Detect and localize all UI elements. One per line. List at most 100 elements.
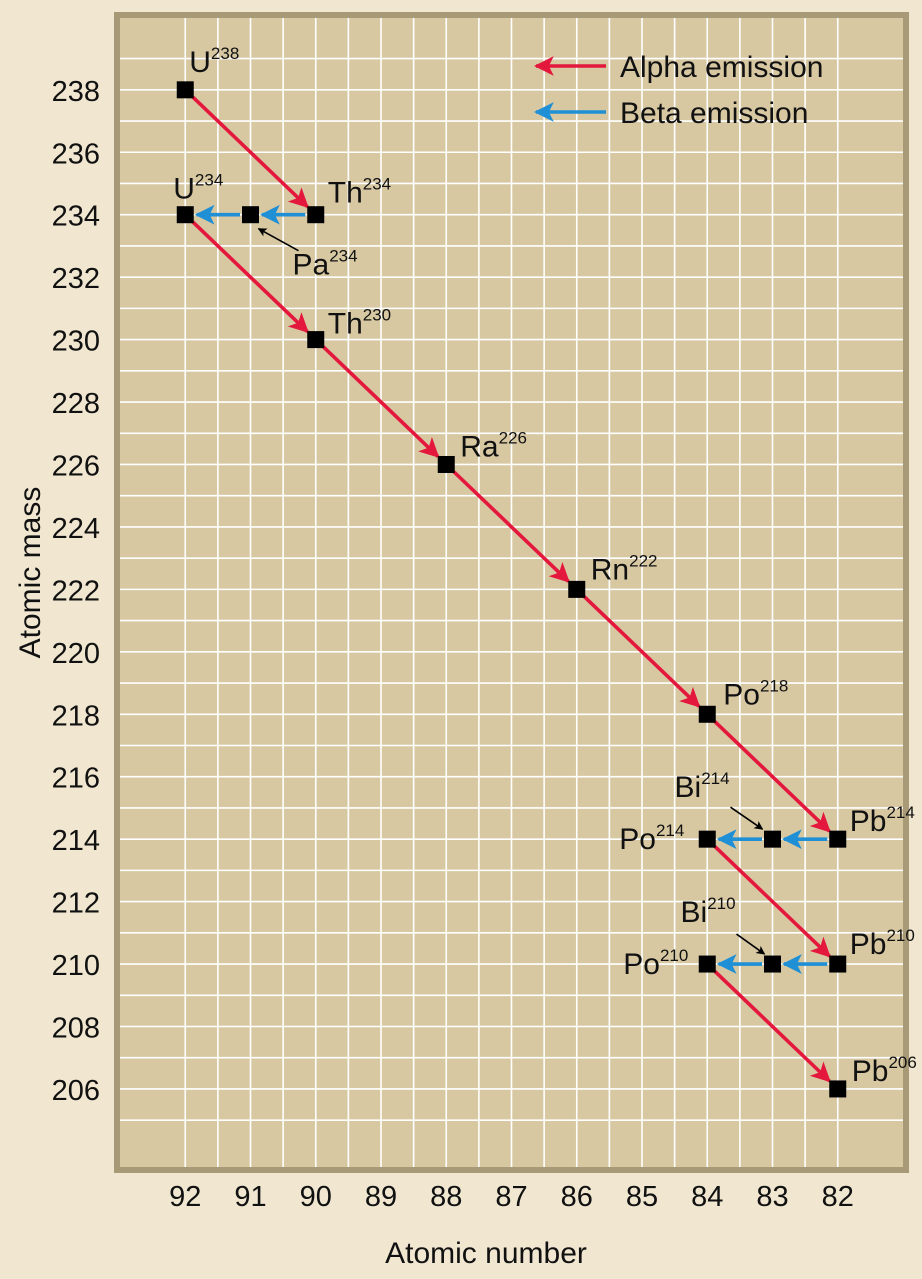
nuclide-symbol: Pa — [293, 249, 330, 282]
nuclide-label: Pb214 — [850, 803, 915, 838]
nuclide-point — [176, 81, 194, 99]
nuclide-point — [307, 331, 325, 349]
nuclide-mass-superscript: 234 — [329, 247, 357, 266]
nuclide-mass-superscript: 234 — [195, 171, 223, 190]
nuclide-mass-superscript: 230 — [363, 306, 391, 325]
nuclide-symbol: Bi — [675, 771, 702, 804]
label-pointer-arrow — [736, 933, 766, 955]
legend-alpha-label: Alpha emission — [620, 51, 823, 84]
x-tick-label: 85 — [626, 1181, 658, 1213]
nuclide-symbol: Po — [619, 823, 656, 856]
nuclide-label: Ra226 — [460, 428, 527, 463]
nuclide-point — [829, 830, 847, 848]
x-tick-label: 82 — [822, 1181, 854, 1213]
y-tick-label: 228 — [52, 388, 100, 420]
nuclide-mass-superscript: 210 — [707, 894, 735, 913]
nuclide-label: Th230 — [328, 306, 391, 341]
nuclide-point — [242, 206, 259, 224]
alpha-emission-arrow — [713, 845, 831, 958]
nuclide-label: Po214 — [619, 821, 684, 856]
nuclide-mass-superscript: 214 — [886, 803, 914, 822]
nuclide-symbol: U — [173, 173, 195, 206]
alpha-emission-arrow — [322, 345, 440, 458]
nuclide-symbol: Ra — [460, 430, 499, 463]
y-tick-label: 220 — [52, 638, 100, 670]
nuclide-label: Po210 — [623, 946, 688, 981]
nuclide-symbol: Bi — [681, 896, 708, 929]
nuclide-point — [437, 455, 455, 473]
alpha-emission-arrow — [452, 470, 570, 583]
alpha-emission-arrow — [583, 595, 701, 708]
alpha-emission-arrow — [191, 95, 309, 209]
nuclide-symbol: Th — [328, 308, 363, 341]
y-tick-label: 232 — [52, 263, 100, 295]
legend-beta-label: Beta emission — [620, 97, 808, 130]
nuclide-mass-superscript: 210 — [660, 946, 688, 965]
nuclide-symbol: U — [189, 46, 211, 79]
nuclide-label: Bi214 — [675, 769, 730, 804]
nuclide-mass-superscript: 234 — [363, 175, 391, 194]
nuclide-symbol: Th — [328, 177, 363, 210]
y-tick-label: 206 — [52, 1075, 100, 1107]
nuclide-label: Rn222 — [591, 551, 658, 586]
x-tick-label: 86 — [561, 1181, 593, 1213]
nuclide-point — [829, 955, 847, 973]
nuclide-mass-superscript: 206 — [888, 1053, 916, 1072]
y-tick-label: 222 — [52, 575, 100, 607]
nuclide-label: Bi210 — [681, 894, 736, 929]
nuclide-mass-superscript: 210 — [886, 926, 914, 945]
y-tick-label: 212 — [52, 888, 100, 920]
nuclide-symbol: Pb — [850, 805, 887, 838]
label-pointer-arrow — [257, 228, 299, 252]
nuclide-label: U238 — [189, 44, 239, 79]
y-tick-label: 238 — [52, 76, 100, 108]
x-tick-label: 87 — [495, 1181, 527, 1213]
nuclide-mass-superscript: 226 — [499, 428, 527, 447]
nuclide-symbol: Po — [723, 678, 760, 711]
nuclide-symbol: Rn — [591, 553, 629, 586]
alpha-emission-arrow — [191, 220, 309, 334]
y-tick-label: 224 — [52, 513, 100, 545]
x-tick-label: 83 — [756, 1181, 788, 1213]
x-tick-label: 92 — [169, 1181, 201, 1213]
y-tick-label: 208 — [52, 1012, 100, 1044]
x-tick-label: 91 — [234, 1181, 266, 1213]
y-tick-label: 236 — [52, 138, 100, 170]
nuclide-label: Pb206 — [852, 1053, 917, 1088]
x-tick-label: 84 — [691, 1181, 723, 1213]
y-tick-label: 230 — [52, 326, 100, 358]
nuclide-label: U234 — [173, 171, 223, 206]
nuclide-mass-superscript: 218 — [760, 676, 788, 695]
x-tick-label: 89 — [365, 1181, 397, 1213]
y-tick-label: 226 — [52, 450, 100, 482]
y-tick-label: 234 — [52, 201, 100, 233]
nuclide-label: Po218 — [723, 676, 788, 711]
grid — [120, 18, 903, 1167]
nuclide-point — [698, 705, 716, 723]
nuclide-point — [307, 206, 325, 224]
y-tick-label: 218 — [52, 700, 100, 732]
nuclide-symbol: Pb — [850, 928, 887, 961]
nuclide-point — [829, 1080, 847, 1098]
alpha-emission-arrow — [713, 970, 831, 1083]
nuclide-symbol: Pb — [852, 1055, 889, 1088]
y-tick-label: 214 — [52, 825, 100, 857]
nuclide-label: Th234 — [328, 175, 391, 210]
nuclide-label: Pa234 — [293, 247, 358, 282]
nuclide-point — [698, 955, 716, 973]
nuclide-symbol: Po — [623, 948, 660, 981]
nuclide-point — [764, 830, 781, 848]
nuclide-label: Pb210 — [850, 926, 915, 961]
alpha-emission-arrow — [713, 720, 831, 833]
x-axis-title: Atomic number — [385, 1237, 587, 1270]
nuclide-mass-superscript: 222 — [629, 551, 657, 570]
nuclide-mass-superscript: 238 — [211, 44, 239, 63]
x-tick-label: 88 — [430, 1181, 462, 1213]
nuclide-point — [176, 206, 194, 224]
nuclide-mass-superscript: 214 — [656, 821, 684, 840]
y-tick-label: 210 — [52, 950, 100, 982]
nuclide-mass-superscript: 214 — [701, 769, 729, 788]
label-pointer-arrow — [730, 806, 764, 830]
